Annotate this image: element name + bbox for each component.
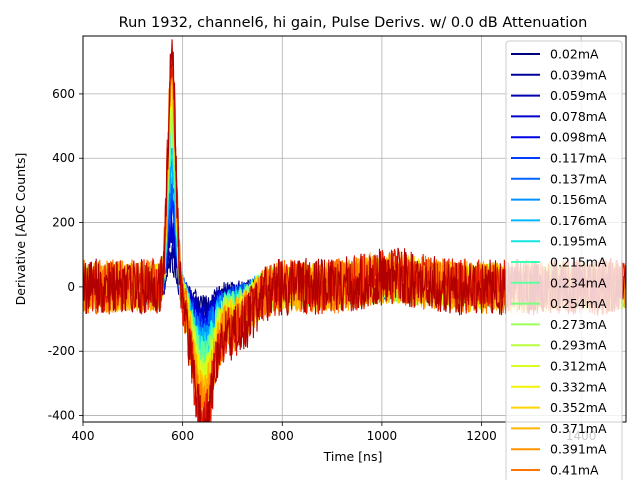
legend-item: 0.156mA <box>511 192 607 207</box>
legend-label: 0.098mA <box>550 130 607 145</box>
y-axis-label: Derivative [ADC Counts] <box>13 153 28 306</box>
legend-label: 0.137mA <box>550 171 607 186</box>
x-tick-label: 800 <box>271 429 294 443</box>
legend-label: 0.02mA <box>550 47 599 62</box>
legend-label: 0.371mA <box>550 421 607 436</box>
legend-item: 0.078mA <box>511 109 607 124</box>
legend-item: 0.234mA <box>511 275 607 290</box>
x-tick-label: 600 <box>171 429 194 443</box>
legend-box <box>505 40 623 480</box>
legend-label: 0.215mA <box>550 255 607 270</box>
axes-frame <box>82 35 627 423</box>
legend-label: 0.195mA <box>550 234 607 249</box>
legend-item: 0.098mA <box>511 130 607 145</box>
y-tick-label: -400 <box>48 409 75 423</box>
legend-label: 0.332mA <box>550 379 607 394</box>
legend-label: 0.254mA <box>550 296 607 311</box>
legend-label: 0.117mA <box>550 151 607 166</box>
legend-item: 0.059mA <box>511 88 607 103</box>
legend-label: 0.293mA <box>550 338 607 353</box>
legend-item: 0.137mA <box>511 171 607 186</box>
legend-label: 0.312mA <box>550 359 607 374</box>
legend-item: 0.039mA <box>511 67 607 82</box>
y-tick-label: -200 <box>48 344 75 358</box>
y-tick-label: 0 <box>67 280 75 294</box>
x-axis-label: Time [ns] <box>323 449 383 464</box>
y-ticks: -400 -200 0 200 400 600 <box>48 87 83 423</box>
legend-item: 0.391mA <box>511 442 607 457</box>
legend-item: 0.176mA <box>511 213 607 228</box>
legend-label: 0.156mA <box>550 192 607 207</box>
legend-label: 0.352mA <box>550 400 607 415</box>
x-tick-label: 1200 <box>466 429 497 443</box>
y-tick-label: 200 <box>52 216 75 230</box>
legend-label: 0.039mA <box>550 67 607 82</box>
legend-item: 0.215mA <box>511 255 607 270</box>
legend: 0.02mA 0.039mA 0.059mA 0.078mA 0.098mA 0.117m… <box>505 40 623 480</box>
legend-label: 0.078mA <box>550 109 607 124</box>
legend-item: 0.371mA <box>511 421 607 436</box>
legend-item: 0.273mA <box>511 317 607 332</box>
legend-item: 0.352mA <box>511 400 607 415</box>
legend-label: 0.391mA <box>550 442 607 457</box>
legend-item: 0.195mA <box>511 234 607 249</box>
legend-item: 0.312mA <box>511 359 607 374</box>
x-tick-label: 1000 <box>367 429 398 443</box>
legend-label: 0.273mA <box>550 317 607 332</box>
legend-item: 0.332mA <box>511 379 607 394</box>
x-tick-label: 400 <box>72 429 95 443</box>
legend-label: 0.059mA <box>550 88 607 103</box>
legend-item: 0.117mA <box>511 151 607 166</box>
legend-item: 0.254mA <box>511 296 607 311</box>
legend-item: 0.41mA <box>511 463 599 478</box>
y-tick-label: 400 <box>52 151 75 165</box>
legend-label: 0.234mA <box>550 275 607 290</box>
chart-title: Run 1932, channel6, hi gain, Pulse Deriv… <box>119 15 588 31</box>
legend-item: 0.02mA <box>511 47 599 62</box>
legend-label: 0.176mA <box>550 213 607 228</box>
y-tick-label: 600 <box>52 87 75 101</box>
legend-item: 0.293mA <box>511 338 607 353</box>
legend-label: 0.41mA <box>550 463 599 478</box>
